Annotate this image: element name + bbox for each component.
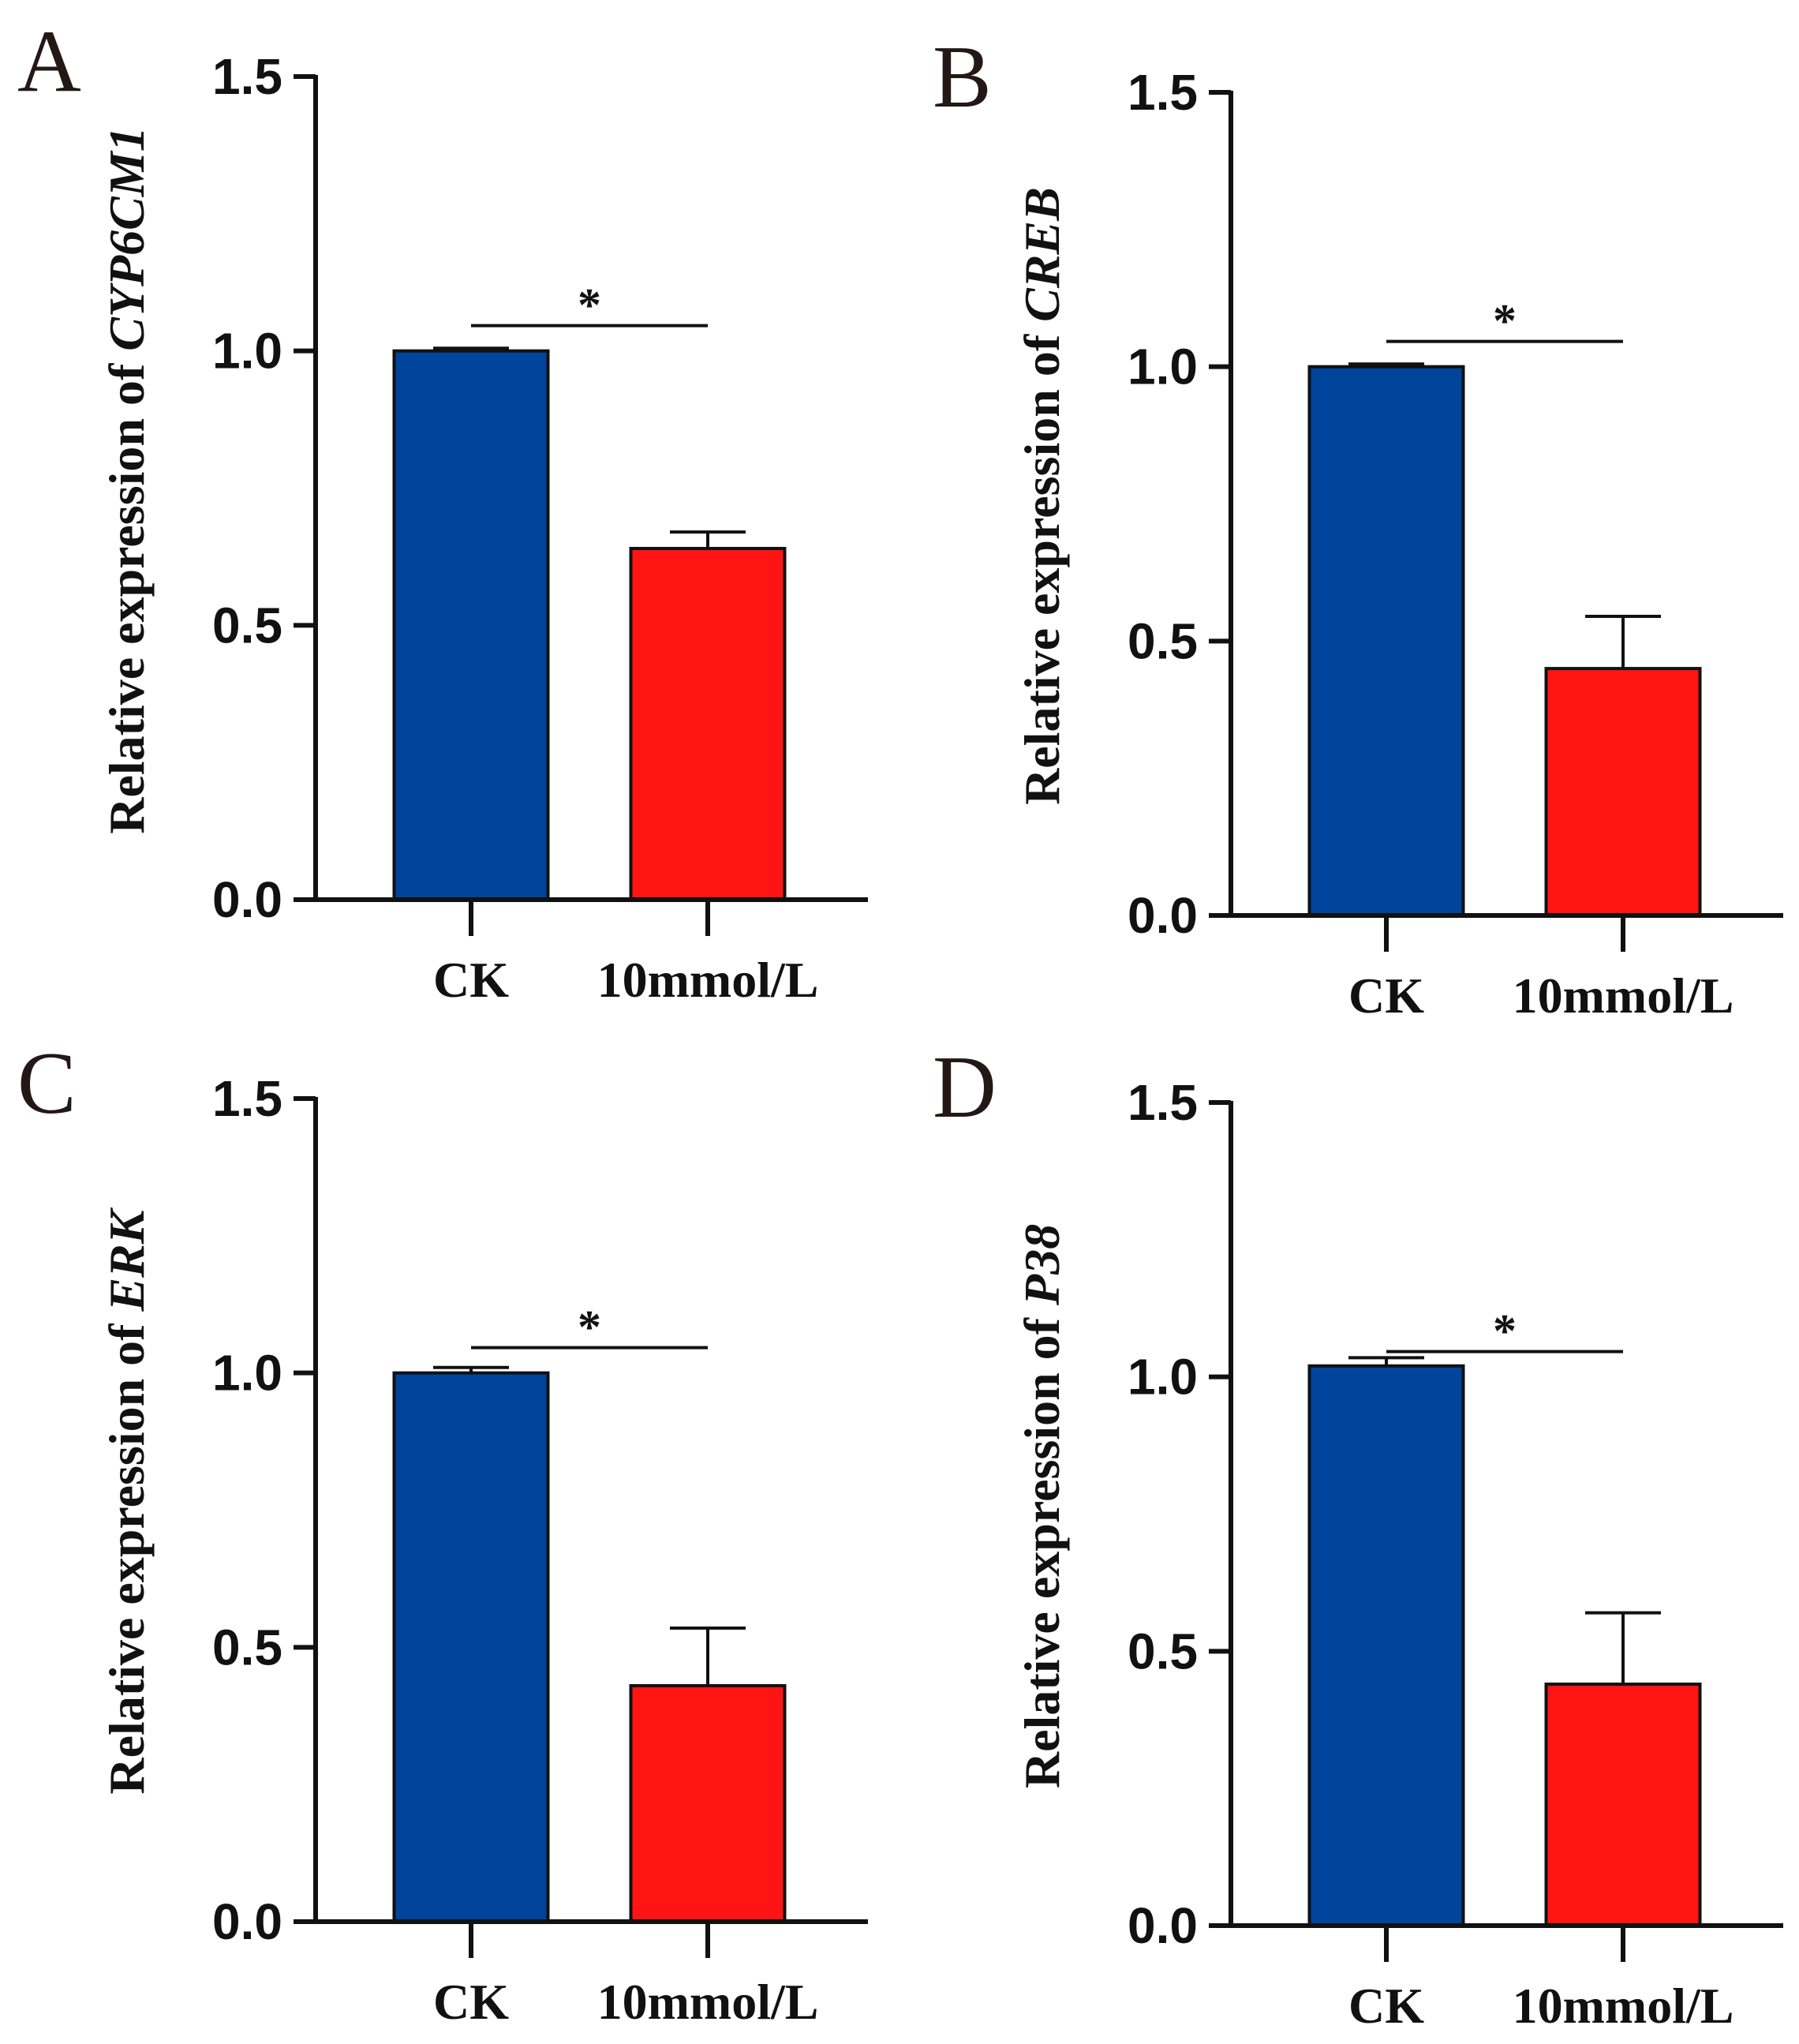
y-axis-title-gene: P38 (1014, 1224, 1070, 1306)
y-tick-label: 1.0 (1128, 1349, 1198, 1406)
x-category-label: 10mmol/L (597, 1974, 819, 2030)
chart-panel-d: D Relative expression of P38 0.0 0.5 1.0 1.5 C… (933, 1039, 1783, 2034)
panel-letter: A (17, 13, 81, 110)
significance-star: * (1493, 295, 1517, 347)
x-category-label: 10mmol/L (1513, 1978, 1734, 2034)
y-tick-label: 1.0 (212, 323, 282, 380)
y-axis-title: Relative expression of P38 (1014, 1224, 1070, 1788)
y-axis-title-prefix: Relative expression of (99, 351, 155, 834)
y-tick-label: 1.5 (212, 1070, 282, 1127)
y-tick-label: 1.0 (1128, 339, 1198, 395)
x-category-label: CK (1348, 1978, 1424, 2034)
bar-ck (1307, 365, 1465, 917)
y-tick-label: 1.5 (1128, 64, 1198, 121)
x-category-label: 10mmol/L (1513, 968, 1734, 1024)
significance-star: * (1493, 1305, 1517, 1357)
y-axis-title-prefix: Relative expression of (99, 1312, 155, 1795)
chart-panel-c: C Relative expression of ERK 0.0 0.5 1.0 1.5 C… (17, 1035, 868, 2030)
x-category-label: 10mmol/L (597, 952, 819, 1008)
y-axis-title: Relative expression of CREB (1014, 187, 1070, 805)
y-tick-label: 0.5 (1128, 1623, 1198, 1679)
x-category-label: CK (1348, 968, 1424, 1024)
chart-panel-b: B Relative expression of CREB 0.0 0.5 1.0 1.5… (933, 28, 1783, 1024)
y-tick-label: 0.0 (1128, 1897, 1198, 1954)
y-tick-label: 0.5 (212, 597, 282, 653)
significance-star: * (578, 1301, 601, 1353)
bar-ck (1307, 1364, 1465, 1927)
y-axis-title-gene: CYP6CM1 (99, 126, 155, 350)
y-axis-title-gene: CREB (1014, 187, 1070, 322)
y-axis-title: Relative expression of CYP6CM1 (99, 126, 155, 834)
y-axis-title: Relative expression of ERK (99, 1207, 155, 1794)
y-tick-label: 1.5 (212, 48, 282, 105)
bar-treatment (629, 546, 787, 902)
y-tick-label: 0.5 (212, 1619, 282, 1675)
bar-treatment (629, 1684, 787, 1923)
panel-letter: D (933, 1039, 997, 1136)
panel-letter: B (933, 28, 992, 126)
y-axis-title-prefix: Relative expression of (1014, 322, 1070, 805)
bar-treatment (1544, 1683, 1702, 1927)
x-category-label: CK (433, 1974, 509, 2030)
y-tick-label: 0.0 (212, 1893, 282, 1950)
x-category-label: CK (433, 952, 509, 1008)
bar-ck (392, 1371, 550, 1923)
chart-panel-a: A Relative expression of CYP6CM1 0.0 0.5 1.0… (17, 13, 868, 1008)
y-tick-label: 1.5 (1128, 1074, 1198, 1131)
y-tick-label: 0.5 (1128, 612, 1198, 669)
significance-star: * (578, 279, 601, 331)
bar-ck (392, 349, 550, 901)
y-tick-label: 0.0 (212, 871, 282, 928)
y-tick-label: 0.0 (1128, 887, 1198, 944)
y-axis-title-gene: ERK (99, 1207, 155, 1312)
y-tick-label: 1.0 (212, 1345, 282, 1402)
bar-treatment (1544, 667, 1702, 917)
panel-letter: C (17, 1035, 77, 1132)
y-axis-title-prefix: Relative expression of (1014, 1305, 1070, 1788)
